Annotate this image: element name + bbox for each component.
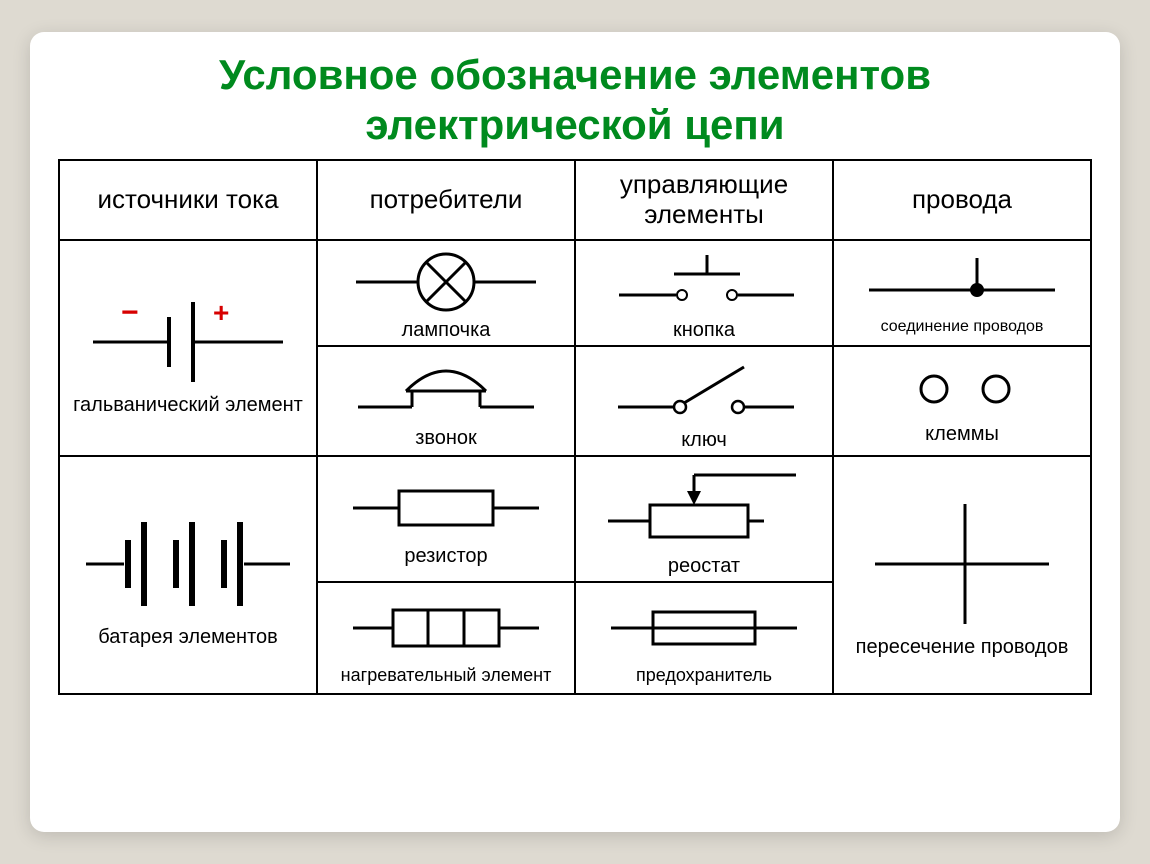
terminals-icon xyxy=(862,359,1062,421)
crossing-icon xyxy=(857,494,1067,634)
cell-junction: соединение проводов xyxy=(833,240,1091,346)
label-switch: ключ xyxy=(582,429,826,451)
cell-crossing: пересечение проводов xyxy=(833,456,1091,694)
cell-button: кнопка xyxy=(575,240,833,346)
cell-battery: батарея элементов xyxy=(59,456,317,694)
button-icon xyxy=(604,247,804,317)
cell-lamp: лампочка xyxy=(317,240,575,346)
title-line-1: Условное обозначение элементов xyxy=(219,51,931,98)
symbols-card: Условное обозначение элементов электриче… xyxy=(30,32,1120,832)
cell-bell: звонок xyxy=(317,346,575,456)
th-sources: источники тока xyxy=(59,160,317,240)
label-lamp: лампочка xyxy=(324,319,568,341)
lamp-icon xyxy=(346,247,546,317)
heater-icon xyxy=(341,592,551,664)
fuse-icon xyxy=(599,592,809,664)
label-rheostat: реостат xyxy=(582,555,826,577)
cell-switch: ключ xyxy=(575,346,833,456)
label-button: кнопка xyxy=(582,319,826,341)
table-row: батарея элементов резистор xyxy=(59,456,1091,582)
label-junction: соединение проводов xyxy=(840,318,1084,336)
table-row: − + гальванический элемент лампочка xyxy=(59,240,1091,346)
junction-icon xyxy=(857,252,1067,316)
th-consumers: потребители xyxy=(317,160,575,240)
battery-icon xyxy=(78,504,298,624)
resistor-icon xyxy=(341,473,551,543)
svg-text:+: + xyxy=(213,297,229,328)
cell-fuse: предохранитель xyxy=(575,582,833,694)
label-galvanic: гальванический элемент xyxy=(66,394,310,416)
galvanic-cell-icon: − + xyxy=(83,282,293,392)
label-fuse: предохранитель xyxy=(582,666,826,686)
label-terminals: клеммы xyxy=(840,423,1084,445)
page-title: Условное обозначение элементов электриче… xyxy=(58,50,1092,149)
cell-rheostat: реостат xyxy=(575,456,833,582)
rheostat-icon xyxy=(594,463,814,553)
label-resistor: резистор xyxy=(324,545,568,567)
title-line-2: электрической цепи xyxy=(365,101,784,148)
label-heater: нагревательный элемент xyxy=(324,666,568,686)
svg-text:−: − xyxy=(121,296,139,329)
header-row: источники тока потребители управляющие э… xyxy=(59,160,1091,240)
bell-icon xyxy=(346,355,546,425)
cell-resistor: резистор xyxy=(317,456,575,582)
symbols-table: источники тока потребители управляющие э… xyxy=(58,159,1092,695)
cell-galvanic: − + гальванический элемент xyxy=(59,240,317,456)
cell-heater: нагревательный элемент xyxy=(317,582,575,694)
label-crossing: пересечение проводов xyxy=(840,636,1084,658)
label-battery: батарея элементов xyxy=(66,626,310,648)
label-bell: звонок xyxy=(324,427,568,449)
th-wires: провода xyxy=(833,160,1091,240)
th-controls: управляющие элементы xyxy=(575,160,833,240)
switch-icon xyxy=(604,353,804,427)
cell-terminals: клеммы xyxy=(833,346,1091,456)
